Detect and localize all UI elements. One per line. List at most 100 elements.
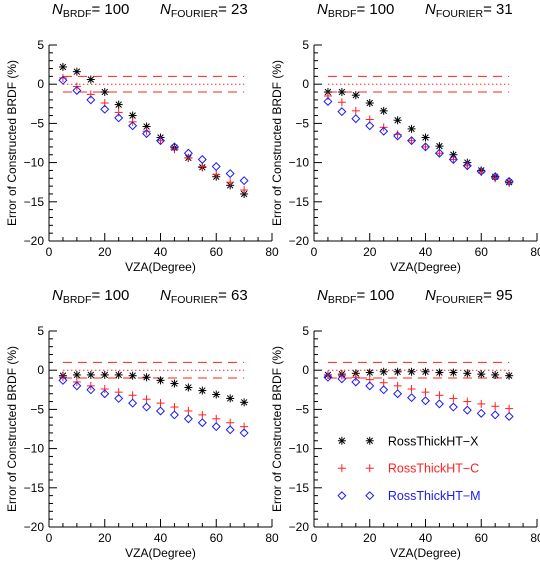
data-point-C [212,170,221,179]
data-point-C [156,399,165,408]
x-tick-label: 20 [98,531,112,545]
y-tick-label: −10 [24,442,45,456]
data-point-C [421,388,430,397]
y-tick-label: 0 [302,363,309,377]
data-point-X [379,367,388,376]
data-point-X [156,376,165,385]
data-point-M [197,154,207,164]
data-point-M [86,385,96,395]
data-point-C [477,399,486,408]
y-tick-label: −15 [289,481,310,495]
data-point-M [504,176,514,186]
chart-panel-2: NBRDF= 100 NFOURIER= 31 0 20 40 60 80 5 0 −5 −10 −1… [270,1,540,274]
data-point-X [393,367,402,376]
data-point-X [365,368,374,377]
x-tick-label: 0 [311,245,318,259]
data-point-M [448,154,458,164]
x-tick-label: 40 [419,531,433,545]
data-point-C [435,391,444,400]
data-point-M [100,389,110,399]
y-tick-label: −10 [24,156,45,170]
x-tick-label: 20 [363,531,377,545]
data-point-C [212,414,221,423]
data-point-C [58,73,67,82]
data-point-M [142,402,152,412]
legend-label: RossThickHT−C [388,462,479,476]
data-point-X [72,67,81,76]
data-point-C [407,385,416,394]
y-axis-label: Error of Constructed BRDF (%) [270,346,284,512]
x-tick-label: 60 [210,245,224,259]
data-point-M [434,399,444,409]
data-point-M [504,411,514,421]
data-point-C [240,186,249,195]
series-X [58,370,249,407]
data-point-C [86,90,95,99]
data-point-M [448,402,458,412]
data-point-M [128,121,138,131]
panel-title: NBRDF= 100 [317,287,394,306]
x-tick-label: 60 [210,531,224,545]
chart-panel-1: NBRDF= 100 NFOURIER= 23 0 20 40 60 80 5 0 −5 −10 −1… [5,1,279,274]
data-point-C [184,406,193,415]
data-point-M [379,126,389,136]
data-point-X [58,62,67,71]
data-point-C [198,410,207,419]
data-point-M [155,136,166,146]
legend-marker [337,464,346,473]
data-point-M [72,85,82,95]
legend-label: RossThickHT−X [388,434,479,448]
data-point-C [142,127,151,136]
data-point-M [128,398,138,408]
y-tick-label: −5 [295,116,309,130]
x-tick-label: 20 [98,245,112,259]
data-point-C [142,395,151,404]
data-point-X [100,370,109,379]
data-point-X [421,367,430,376]
data-point-M [490,172,500,182]
x-tick-label: 60 [475,531,489,545]
data-point-X [114,100,123,109]
series-X [323,88,514,187]
data-point-C [449,394,458,403]
data-point-M [197,418,207,428]
x-tick-label: 20 [363,245,377,259]
y-axis-label: Error of Constructed BRDF (%) [5,60,19,226]
data-point-X [86,75,95,84]
y-tick-label: −20 [289,520,310,534]
y-tick-label: −20 [24,234,45,248]
y-tick-label: −15 [24,481,45,495]
x-axis-label: VZA(Degree) [125,260,196,274]
legend-marker [365,464,374,473]
data-point-C [435,149,444,158]
data-point-X [351,91,360,100]
data-point-X [505,371,514,380]
series-M [323,96,514,186]
series-M [323,372,514,421]
panel-title-fourier: NFOURIER= 63 [160,287,248,306]
x-tick-label: 80 [265,531,279,545]
x-tick-label: 80 [530,245,540,259]
x-axis-label: VZA(Degree) [390,546,461,560]
data-point-M [407,136,417,146]
series-X [58,62,249,198]
data-point-M [337,107,347,117]
y-tick-label: 5 [37,324,44,338]
data-point-M [420,142,431,152]
data-point-M [476,408,486,418]
y-axis-label: Error of Constructed BRDF (%) [5,346,19,512]
data-point-M [155,406,166,416]
data-point-X [114,370,123,379]
x-tick-label: 80 [530,531,540,545]
data-point-X [435,368,444,377]
legend-marker [365,491,375,501]
data-point-X [170,379,179,388]
data-point-X [128,371,137,380]
y-tick-label: −20 [289,234,310,248]
data-point-C [170,403,179,412]
data-point-C [226,178,235,187]
y-tick-label: 5 [302,38,309,52]
legend-marker [337,491,347,501]
y-tick-label: −5 [295,402,309,416]
